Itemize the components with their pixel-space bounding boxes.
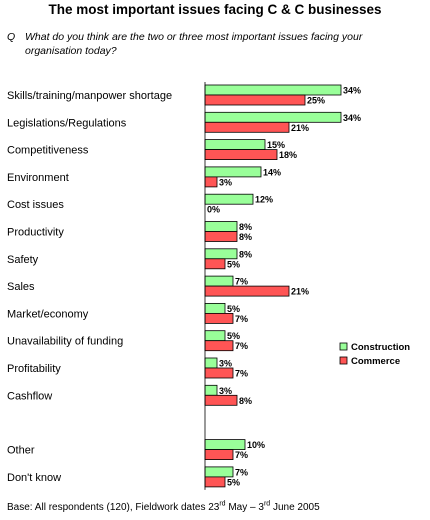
value-label-construction: 8% — [239, 222, 252, 232]
footnote-sup-1: rd — [219, 500, 226, 508]
footnote: Base: All respondents (120), Fieldwork d… — [7, 500, 320, 513]
category-label: Cashflow — [7, 390, 52, 402]
bar-commerce — [204, 149, 278, 161]
category-label: Legislations/Regulations — [7, 117, 127, 129]
value-label-commerce: 7% — [235, 369, 248, 379]
bar-construction — [204, 84, 342, 96]
bar-construction — [204, 111, 342, 123]
value-label-construction: 34% — [343, 86, 361, 96]
category-label: Competitiveness — [7, 145, 89, 157]
value-label-commerce: 21% — [291, 123, 309, 133]
bar-commerce — [204, 176, 218, 188]
footnote-middle: May – 3 — [225, 502, 264, 513]
value-label-construction: 3% — [219, 386, 232, 396]
value-label-commerce: 8% — [239, 232, 252, 242]
bar-commerce — [204, 312, 234, 324]
bar-commerce — [204, 94, 306, 106]
bar-commerce — [204, 449, 234, 461]
footnote-sup-2: rd — [263, 500, 271, 508]
value-label-commerce: 5% — [227, 477, 240, 487]
bar-construction — [204, 139, 266, 151]
value-label-commerce: 8% — [239, 396, 252, 406]
value-label-construction: 34% — [343, 113, 361, 123]
bar-commerce — [204, 285, 290, 297]
value-label-construction: 10% — [247, 440, 265, 450]
bar-construction — [204, 330, 226, 342]
bar-construction — [204, 275, 234, 287]
bar-construction — [204, 357, 218, 369]
bar-construction — [204, 302, 226, 314]
legend-label-construction: Construction — [351, 342, 410, 353]
bar-construction — [204, 384, 218, 396]
question-text: What do you think are the two or three m… — [25, 31, 363, 57]
value-label-construction: 7% — [235, 467, 248, 477]
bar-construction — [204, 466, 234, 478]
value-label-commerce: 7% — [235, 450, 248, 460]
value-label-commerce: 5% — [227, 259, 240, 269]
category-label: Don't know — [7, 472, 61, 484]
legend-swatch-construction — [339, 342, 348, 351]
value-label-commerce: 21% — [291, 287, 309, 297]
category-label: Profitability — [7, 363, 61, 375]
bar-commerce — [204, 367, 234, 379]
value-label-construction: 3% — [219, 359, 232, 369]
bar-commerce — [204, 340, 234, 352]
bar-construction — [204, 439, 246, 451]
footnote-suffix: June 2005 — [270, 502, 320, 513]
bar-commerce — [204, 121, 290, 133]
category-label: Skills/training/manpower shortage — [7, 90, 172, 102]
value-label-commerce: 18% — [279, 150, 297, 160]
bar-commerce — [204, 231, 238, 242]
question: Q What do you think are the two or three… — [7, 30, 422, 58]
value-label-commerce: 0% — [207, 205, 220, 215]
footnote-prefix: Base: All respondents (120), Fieldwork d… — [7, 502, 220, 513]
value-label-construction: 14% — [263, 167, 281, 177]
value-label-commerce: 7% — [235, 341, 248, 351]
value-label-construction: 8% — [239, 249, 252, 259]
question-marker: Q — [7, 31, 16, 43]
category-label: Productivity — [7, 227, 64, 239]
value-label-commerce: 3% — [219, 177, 232, 187]
value-label-construction: 5% — [227, 304, 240, 314]
category-label: Sales — [7, 281, 35, 293]
value-label-construction: 5% — [227, 331, 240, 341]
value-label-construction: 7% — [235, 277, 248, 287]
value-label-commerce: 25% — [307, 96, 325, 106]
bar-construction — [204, 193, 254, 205]
category-label: Environment — [7, 172, 69, 184]
category-label: Safety — [7, 254, 39, 266]
category-label: Other — [7, 445, 35, 457]
value-label-construction: 12% — [255, 195, 273, 205]
chart-title: The most important issues facing C & C b… — [48, 2, 382, 17]
bar-construction — [204, 248, 238, 260]
bar-commerce — [204, 258, 226, 270]
bar-construction — [204, 166, 262, 178]
legend-label-commerce: Commerce — [351, 356, 400, 367]
legend-swatch-commerce — [339, 356, 348, 365]
category-label: Market/economy — [7, 308, 89, 320]
category-label: Unavailability of funding — [7, 336, 123, 348]
value-label-construction: 15% — [267, 140, 285, 150]
bar-construction — [204, 221, 238, 232]
value-label-commerce: 7% — [235, 314, 248, 324]
category-label: Cost issues — [7, 199, 64, 211]
bar-commerce — [204, 394, 238, 406]
bar-commerce — [204, 476, 226, 488]
